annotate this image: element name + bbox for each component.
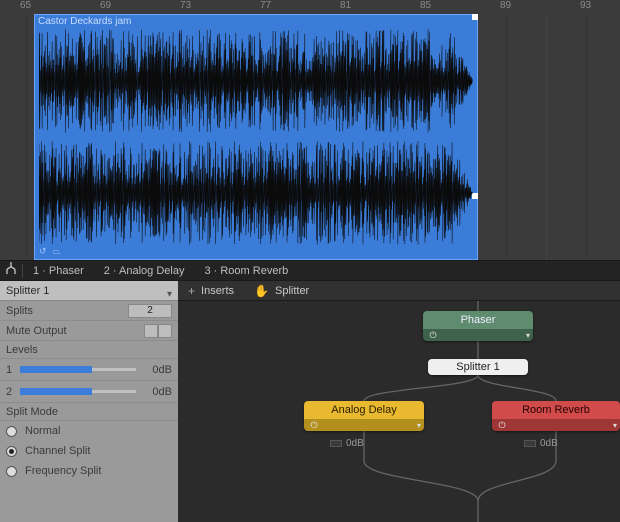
gridline [506,14,507,260]
power-icon[interactable]: ⏻ [426,330,440,340]
mute-output-1[interactable] [144,324,158,338]
gridline [586,14,587,260]
level-idx: 1 [6,364,14,376]
node-splitter[interactable]: Splitter 1 [428,359,528,375]
editor-panel: 1 · Phaser 2 · Analog Delay 3 · Room Rev… [0,260,620,522]
split-mode-label: Split Mode [0,403,178,421]
split-mode-option[interactable]: Frequency Split [0,461,178,481]
clip-handle-top-right[interactable] [472,14,478,20]
routing-canvas[interactable]: + Inserts ✋ Splitter Phaser⏻▾Splitter 1A… [178,281,620,522]
ruler-label: 81 [340,0,351,11]
canvas-header: + Inserts ✋ Splitter [178,281,620,301]
app-root: 65 69 73 77 81 85 89 93 Castor Deckards jam ↺ ⏢… [0,0,620,522]
panel-body: Splitter 1 ▾ Splits 2 Mute Output Levels… [0,281,620,522]
level-slider-2[interactable]: 2 0dB [0,381,178,403]
tab-delay[interactable]: 2 · Analog Delay [94,261,195,281]
slider-track[interactable] [20,390,136,393]
node-reverb[interactable]: Room Reverb⏻▾ [492,401,620,431]
mute-boxes [144,324,172,338]
gridline-minor [546,14,547,260]
power-icon[interactable]: ⏻ [495,420,509,430]
split-mode-option[interactable]: Channel Split [0,441,178,461]
radio-icon [6,446,17,457]
chevron-down-icon[interactable]: ▾ [526,331,530,340]
hand-icon: ✋ [254,284,269,298]
split-mode-option-label: Frequency Split [25,461,101,481]
splits-row: Splits 2 [0,301,178,321]
level-slider-1[interactable]: 1 0dB [0,359,178,381]
tab-phaser[interactable]: 1 · Phaser [23,261,94,281]
routing-icon[interactable] [0,261,22,281]
node-delay[interactable]: Analog Delay⏻▾ [304,401,424,431]
splitter-chip[interactable]: ✋ Splitter [244,281,319,301]
ruler-label: 69 [100,0,111,11]
mute-label: Mute Output [6,325,144,337]
fader-track[interactable] [524,440,536,447]
split-mode-option-label: Channel Split [25,441,90,461]
ruler-label: 89 [500,0,511,11]
audio-clip[interactable]: Castor Deckards jam ↺ ⏢ [34,14,478,260]
split-mode-option-label: Normal [25,421,60,441]
gridline [26,14,27,260]
splits-label: Splits [6,305,128,317]
chevron-down-icon[interactable]: ▾ [167,285,172,305]
node-footer: ⏻▾ [423,329,533,341]
level-idx: 2 [6,386,14,398]
radio-icon [6,466,17,477]
tab-reverb[interactable]: 3 · Room Reverb [194,261,298,281]
radio-icon [6,426,17,437]
sidebar-title: Splitter 1 [6,285,49,297]
ruler-label: 73 [180,0,191,11]
branch-fader-2[interactable]: 0dB [524,437,574,449]
chevron-down-icon[interactable]: ▾ [613,421,617,430]
node-title: Analog Delay [304,401,424,419]
waveform-area [35,29,477,245]
fader-readout: 0dB [540,438,558,449]
ruler-label: 65 [20,0,31,11]
timeline-area[interactable]: 65 69 73 77 81 85 89 93 Castor Deckards jam ↺ ⏢ [0,0,620,260]
clip-title: Castor Deckards jam [38,16,131,27]
splitter-label: Splitter [275,285,309,297]
ruler[interactable]: 65 69 73 77 81 85 89 93 [0,0,620,14]
ruler-label: 85 [420,0,431,11]
node-footer: ⏻▾ [492,419,620,431]
panel-tab-strip: 1 · Phaser 2 · Analog Delay 3 · Room Rev… [0,261,620,281]
node-title: Room Reverb [492,401,620,419]
loop-icon[interactable]: ↺ [39,246,47,257]
waveform-ch1 [39,29,473,133]
power-icon[interactable]: ⏻ [307,420,321,430]
level-readout: 0dB [142,386,172,398]
ruler-label: 77 [260,0,271,11]
plus-icon: + [188,284,195,298]
waveform-ch2 [39,141,473,245]
node-title: Splitter 1 [428,359,528,375]
fader-readout: 0dB [346,438,364,449]
mute-row: Mute Output [0,321,178,341]
ruler-label: 93 [580,0,591,11]
envelope-icon[interactable]: ⏢ [53,246,60,257]
sidebar-header[interactable]: Splitter 1 ▾ [0,281,178,301]
level-readout: 0dB [142,364,172,376]
mute-output-2[interactable] [158,324,172,338]
fader-track[interactable] [330,440,342,447]
canvas-inner[interactable]: Phaser⏻▾Splitter 1Analog Delay⏻▾Room Rev… [178,301,620,522]
node-title: Phaser [423,311,533,329]
node-footer: ⏻▾ [304,419,424,431]
levels-label: Levels [0,341,178,359]
branch-fader-1[interactable]: 0dB [330,437,380,449]
node-phaser[interactable]: Phaser⏻▾ [423,311,533,341]
split-mode-option[interactable]: Normal [0,421,178,441]
slider-track[interactable] [20,368,136,371]
splitter-sidebar: Splitter 1 ▾ Splits 2 Mute Output Levels… [0,281,178,522]
inserts-label: Inserts [201,285,234,297]
chevron-down-icon[interactable]: ▾ [417,421,421,430]
splits-value[interactable]: 2 [128,304,172,318]
inserts-chip[interactable]: + Inserts [178,281,244,301]
